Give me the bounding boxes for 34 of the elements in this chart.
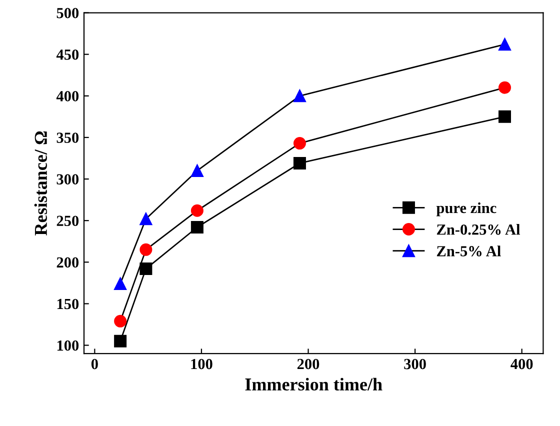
point bbox=[114, 334, 127, 348]
point bbox=[140, 243, 152, 256]
y-tick-label: 400 bbox=[56, 91, 79, 102]
point bbox=[498, 38, 512, 51]
y-tick-label: 350 bbox=[56, 132, 79, 143]
point bbox=[140, 262, 152, 276]
point bbox=[114, 278, 127, 290]
x-tick-label: 0 bbox=[91, 358, 98, 370]
y-tick-label: 100 bbox=[57, 340, 79, 351]
x-tick-label: 200 bbox=[297, 358, 320, 370]
point bbox=[190, 220, 204, 234]
x-tick-label: 300 bbox=[404, 358, 426, 370]
point bbox=[190, 164, 204, 177]
legend-label: Zn-0.25% Al bbox=[436, 224, 520, 235]
legend-label: pure zinc bbox=[436, 202, 496, 216]
point bbox=[114, 314, 127, 328]
point bbox=[140, 212, 152, 226]
point bbox=[293, 90, 306, 102]
point bbox=[498, 110, 512, 123]
y-tick-label: 200 bbox=[56, 257, 79, 268]
x-tick-label: 100 bbox=[191, 358, 212, 370]
point bbox=[190, 204, 204, 217]
legend-label: Zn-5% Al bbox=[436, 246, 501, 256]
y-tick-label: 150 bbox=[57, 298, 79, 310]
y-tick-label: 500 bbox=[56, 8, 79, 18]
point bbox=[498, 81, 512, 94]
y-axis-title: Resistance/ Ω bbox=[34, 131, 47, 236]
point bbox=[293, 156, 306, 170]
x-tick-label: 400 bbox=[510, 358, 533, 370]
point bbox=[293, 137, 306, 150]
y-tick-label: 250 bbox=[56, 216, 79, 226]
y-tick-label: 450 bbox=[56, 49, 79, 60]
x-axis-title: Immersion time/h bbox=[245, 378, 382, 391]
y-tick-label: 300 bbox=[56, 174, 79, 184]
